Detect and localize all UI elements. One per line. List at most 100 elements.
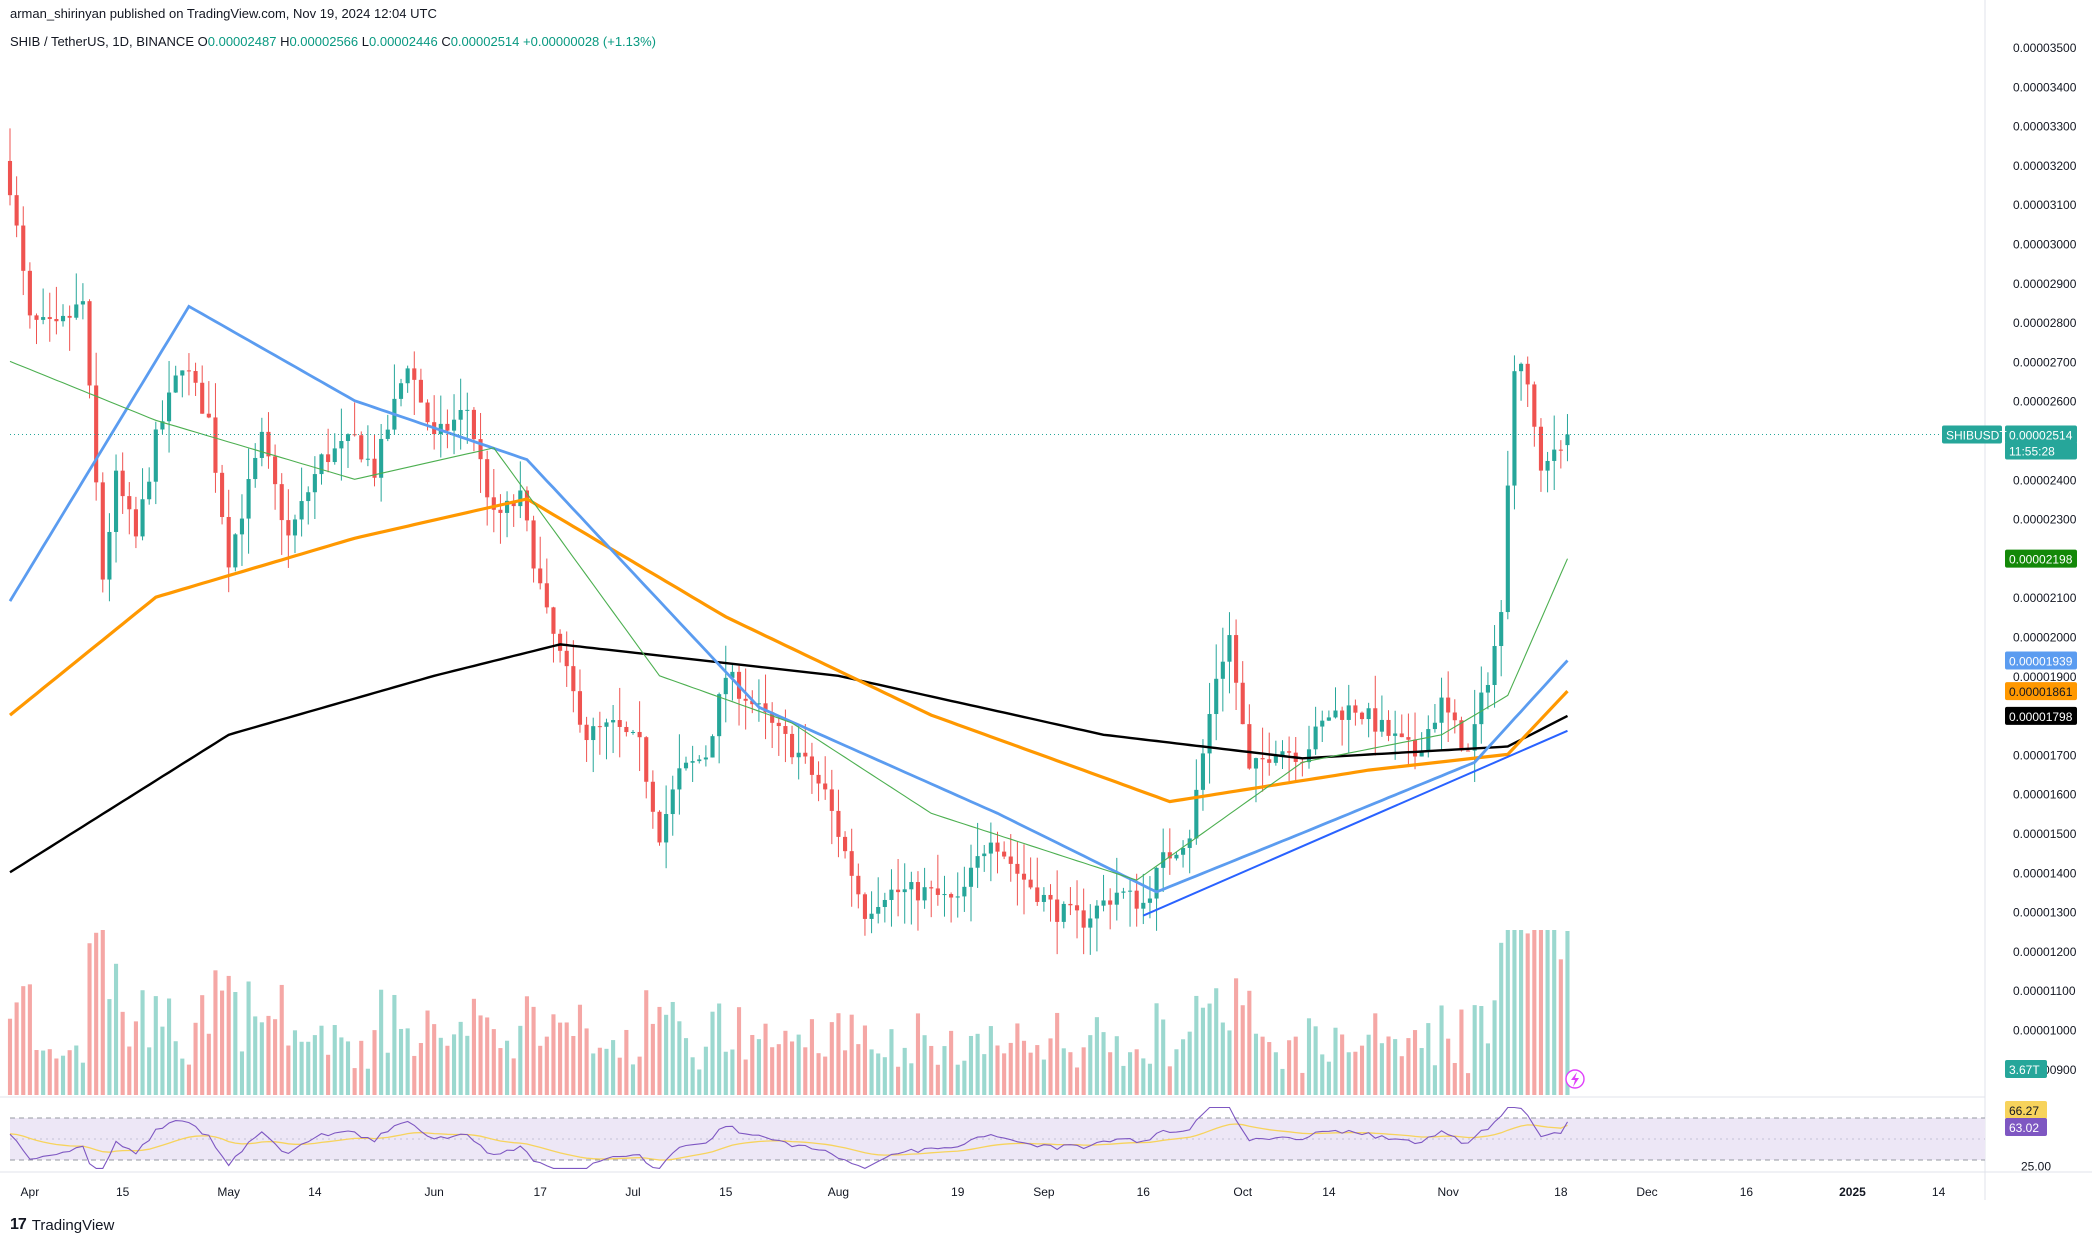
candle — [1068, 903, 1073, 906]
candle — [1055, 899, 1060, 922]
candle — [213, 417, 218, 473]
volume-bar — [465, 1035, 470, 1095]
volume-bar — [180, 1058, 185, 1095]
candle — [995, 842, 1000, 852]
volume-bar — [1525, 933, 1530, 1095]
candle — [319, 454, 324, 475]
volume-bar — [922, 1035, 927, 1095]
volume-bar — [100, 930, 105, 1095]
volume-bar — [505, 1040, 510, 1095]
candle — [1532, 384, 1537, 427]
volume-bar — [359, 1040, 364, 1095]
volume-bar — [392, 994, 397, 1095]
time-axis: Apr 15 May 14 Jun 17 Jul 15 Aug 19 Sep 16 Oct 14 Nov 18… — [21, 1185, 1946, 1199]
volume-bar — [1181, 1039, 1186, 1095]
volume-bar — [796, 1034, 801, 1095]
volume-bar — [988, 1026, 993, 1095]
candle — [1015, 863, 1020, 874]
price-tick-label: 0.00002700 — [2013, 355, 2077, 369]
candle — [637, 731, 642, 738]
ma200-badge: 0.00001798 — [2005, 706, 2077, 725]
tradingview-brand[interactable]: 17 TradingView — [10, 1216, 114, 1234]
volume-bar — [564, 1022, 569, 1095]
candle — [604, 722, 609, 727]
volume-bar — [1293, 1036, 1298, 1095]
price-tick-label: 0.00001000 — [2013, 1024, 2077, 1038]
volume-bar — [1028, 1052, 1033, 1095]
change-value: +0.00000028 (+1.13%) — [523, 34, 657, 49]
candle — [922, 887, 927, 901]
candle — [1181, 847, 1186, 855]
candle — [1412, 739, 1418, 757]
candle — [113, 470, 119, 532]
volume-bar — [127, 1046, 132, 1095]
volume-bar — [869, 1049, 874, 1095]
ma100-badge-text: 0.00001861 — [2009, 685, 2073, 699]
price-tick-label: 0.00001300 — [2013, 906, 2077, 920]
volume-bar — [935, 1064, 940, 1095]
candle — [1379, 719, 1384, 732]
candle — [1154, 867, 1159, 899]
volume-bar — [776, 1044, 781, 1095]
candle — [1127, 890, 1133, 892]
candle — [717, 694, 722, 737]
candle — [1273, 755, 1278, 763]
candle — [385, 429, 390, 439]
volume-badge-bg — [2005, 1060, 2047, 1078]
rsi-line — [9, 1106, 1568, 1170]
volume-bar — [1161, 1019, 1166, 1095]
candle — [412, 368, 417, 380]
candle — [703, 757, 708, 760]
volume-bar — [1088, 1035, 1093, 1095]
candle — [7, 160, 13, 196]
volume-bar — [379, 989, 384, 1095]
candle — [1512, 371, 1517, 486]
volume-bar — [213, 970, 218, 1095]
volume-bar — [531, 1006, 536, 1095]
candle — [1340, 710, 1345, 720]
volume-bar — [1306, 1018, 1312, 1095]
rsi-badge-text: 63.02 — [2009, 1121, 2039, 1135]
candle — [160, 421, 165, 430]
candle — [1021, 873, 1027, 880]
volume-bar — [1512, 930, 1517, 1095]
volume-bar — [1214, 988, 1219, 1095]
time-tick-label: Jun — [424, 1185, 443, 1199]
symbol-tag-text: SHIBUSDT — [1946, 428, 2007, 442]
candle — [1161, 852, 1166, 868]
candle — [783, 726, 788, 734]
volume-bar — [1479, 1006, 1484, 1095]
volume-bar — [1114, 1036, 1119, 1095]
price-tick-label: 0.00002600 — [2013, 395, 2077, 409]
candle — [1101, 900, 1106, 906]
volume-bar — [1379, 1043, 1384, 1095]
ma50-line — [8, 304, 1569, 894]
volume-bar — [1253, 1033, 1259, 1095]
ma20-line — [9, 360, 1569, 881]
volume-bar — [438, 1037, 443, 1095]
candle — [1094, 905, 1099, 919]
candle — [259, 431, 264, 458]
volume-bar — [856, 1044, 861, 1095]
candle — [1061, 903, 1066, 922]
last-price-badge-bg — [2005, 425, 2077, 444]
time-tick-label: 18 — [1554, 1185, 1568, 1199]
ma50-badge-bg — [2005, 651, 2077, 670]
candle — [558, 633, 563, 651]
candle — [1538, 426, 1544, 471]
candle — [1002, 851, 1007, 857]
volume-bar — [1094, 1017, 1099, 1095]
volume-bar — [664, 1014, 669, 1095]
candle — [1446, 697, 1451, 713]
candle — [1545, 460, 1550, 471]
volume-bar — [511, 1058, 516, 1095]
candle — [471, 409, 476, 440]
candle — [690, 761, 695, 763]
volume-bar — [962, 1060, 967, 1095]
candle — [1267, 759, 1272, 763]
volume-bar — [591, 1053, 596, 1095]
volume-bar — [1002, 1053, 1007, 1095]
